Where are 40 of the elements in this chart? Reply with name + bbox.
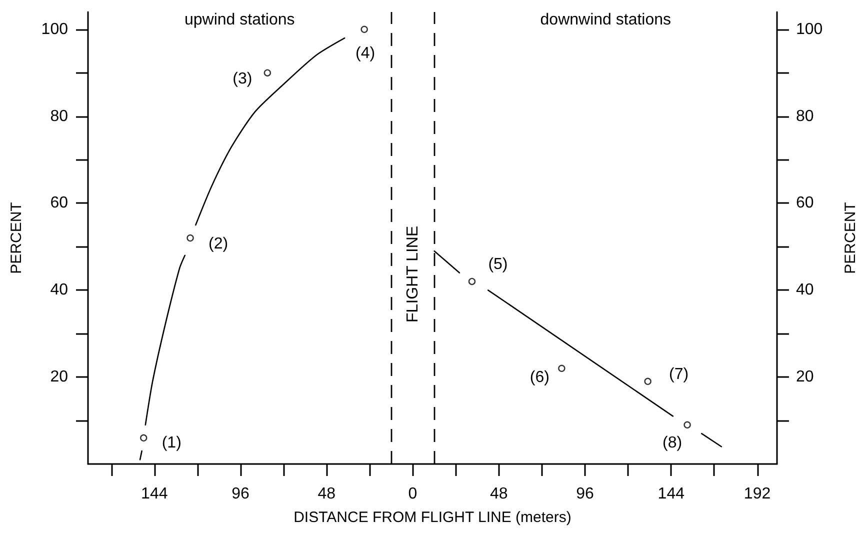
x-tick-label: 48 [318,486,336,502]
point [468,278,476,286]
annotation: (6) [530,368,550,386]
x-tick-label: 96 [576,486,594,502]
point [558,364,566,372]
x-tick-label: 0 [408,486,418,502]
y-tick-label: 20 [50,368,68,386]
y2-axis-title: PERCENT [842,202,859,274]
annotation: (7) [669,366,689,383]
point [360,26,368,33]
y-axis-title: PERCENT [8,202,25,274]
annotation: (1) [162,434,182,452]
y2-tick-label: 40 [796,282,814,299]
annotation: (5) [488,256,508,273]
point [644,378,652,386]
y2-tick-label: 60 [796,194,814,212]
y-tick-label: 40 [50,282,68,299]
annotation: (2) [208,236,228,252]
annotation: (3) [232,70,252,88]
x-tick-label: 144 [658,486,685,502]
y2-tick-label: 80 [796,108,814,125]
annotation: downwind stations [540,12,672,28]
annotation: upwind stations [184,12,295,28]
point [684,421,691,428]
annotation: (4) [356,44,376,62]
y-tick-label: 80 [50,108,68,125]
annotation: (8) [662,434,682,452]
y-tick-label: 100 [41,20,68,38]
y2-tick-label: 100 [796,20,823,38]
x-tick-label: 144 [141,486,168,502]
x-tick-label: 192 [744,486,771,502]
x-axis-title: DISTANCE FROM FLIGHT LINE (meters) [294,509,572,526]
x-tick-label: 48 [490,486,508,502]
y-tick-label: 60 [50,194,68,212]
x-tick-label: 96 [232,486,250,502]
y2-tick-label: 20 [796,368,814,386]
point [264,69,272,76]
annotation: FLIGHT LINE [404,226,422,322]
point [186,234,194,242]
point [140,434,148,442]
